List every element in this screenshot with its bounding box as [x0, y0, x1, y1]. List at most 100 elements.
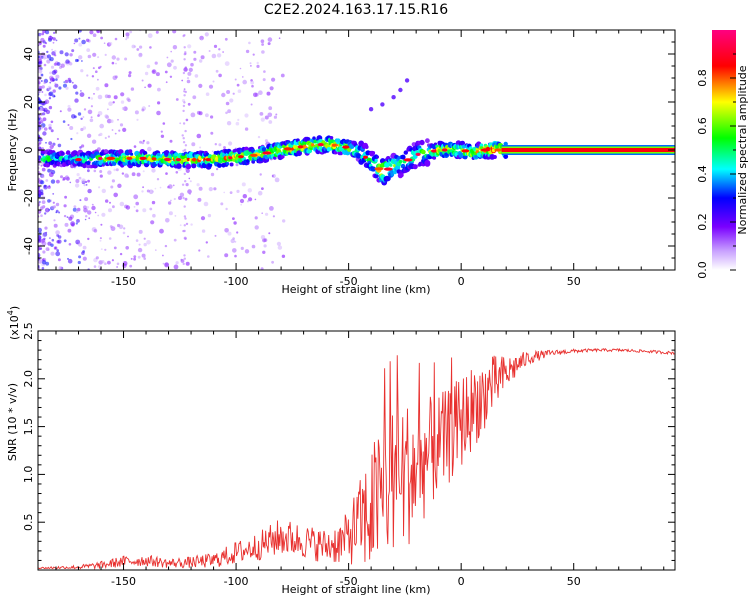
- noise-speckle: [51, 205, 55, 210]
- noise-speckle: [43, 63, 47, 67]
- noise-speckle: [182, 141, 186, 144]
- noise-speckle: [178, 196, 182, 200]
- noise-speckle: [141, 108, 145, 112]
- noise-speckle: [78, 242, 83, 247]
- noise-speckle: [104, 53, 107, 57]
- noise-speckle: [87, 109, 93, 115]
- noise-speckle: [85, 180, 88, 184]
- noise-speckle: [54, 54, 57, 57]
- noise-speckle: [182, 196, 185, 200]
- noise-speckle: [88, 96, 91, 99]
- noise-speckle: [67, 77, 71, 81]
- ridge-peak: [342, 145, 350, 149]
- noise-speckle: [167, 185, 170, 189]
- spectrogram-x-tick-label: -100: [224, 275, 249, 288]
- noise-speckle: [80, 127, 84, 132]
- ridge-peak: [461, 149, 470, 153]
- ridge-point: [156, 152, 161, 157]
- noise-speckle: [118, 129, 121, 132]
- noise-speckle: [182, 122, 186, 125]
- noise-speckle: [93, 265, 97, 268]
- noise-speckle: [82, 116, 85, 118]
- noise-speckle: [104, 262, 107, 266]
- noise-speckle: [155, 72, 160, 77]
- noise-speckle: [266, 91, 271, 96]
- noise-speckle: [147, 33, 153, 39]
- noise-speckle: [174, 215, 177, 217]
- noise-speckle: [81, 39, 86, 45]
- noise-speckle: [232, 217, 235, 221]
- noise-speckle: [41, 167, 46, 172]
- noise-speckle: [188, 177, 191, 180]
- noise-speckle: [69, 181, 72, 184]
- noise-speckle: [183, 224, 186, 227]
- noise-speckle: [112, 101, 115, 104]
- ridge-point: [174, 152, 179, 157]
- noise-speckle: [138, 243, 141, 246]
- snr-ticks: -150 -100 -50 0 50 0.5 1.0 1.5 2.0 2.5: [22, 322, 675, 588]
- noise-speckle: [215, 69, 219, 73]
- noise-speckle: [274, 177, 280, 183]
- noise-speckle: [83, 208, 88, 213]
- noise-speckle: [184, 52, 187, 55]
- noise-speckle: [185, 118, 189, 122]
- noise-speckle: [268, 120, 273, 124]
- noise-speckle: [54, 83, 59, 88]
- noise-speckle: [67, 124, 70, 126]
- ridge-peak: [250, 153, 258, 157]
- noise-speckle: [64, 222, 69, 227]
- ridge-point: [400, 154, 406, 160]
- noise-speckle: [183, 94, 186, 97]
- noise-speckle: [111, 129, 114, 131]
- noise-speckle: [185, 222, 189, 226]
- noise-speckle: [157, 101, 161, 105]
- noise-speckle: [48, 97, 52, 100]
- noise-speckle: [184, 129, 187, 133]
- ridge-point: [104, 149, 108, 154]
- noise-speckle: [138, 52, 143, 57]
- noise-speckle: [38, 186, 41, 190]
- noise-speckle: [65, 86, 69, 90]
- secondary-track-point: [391, 95, 396, 100]
- snr-y-exponent-suffix: ): [8, 306, 21, 310]
- noise-speckle: [52, 37, 56, 41]
- noise-speckle: [246, 200, 250, 203]
- ridge-point: [302, 141, 307, 146]
- ridge-point: [313, 139, 318, 144]
- ridge-point: [375, 155, 379, 159]
- noise-speckle: [168, 211, 173, 216]
- noise-speckle: [235, 163, 239, 167]
- noise-speckle: [254, 216, 258, 220]
- ridge-point: [462, 154, 468, 160]
- noise-speckle: [260, 267, 264, 270]
- noise-speckle: [114, 132, 117, 135]
- snr-x-tick-label: 0: [458, 575, 465, 588]
- noise-speckle: [277, 245, 283, 250]
- noise-speckle: [39, 247, 43, 250]
- noise-speckle: [41, 91, 44, 93]
- noise-speckle: [236, 189, 240, 193]
- noise-speckle: [141, 141, 145, 145]
- ridge-point: [306, 137, 311, 141]
- noise-speckle: [148, 189, 154, 195]
- noise-speckle: [198, 186, 203, 191]
- noise-speckle: [114, 37, 118, 41]
- noise-speckle: [189, 180, 192, 183]
- noise-speckle: [254, 225, 259, 230]
- snr-x-tick-label: 50: [567, 575, 581, 588]
- ridge-point: [393, 170, 397, 175]
- noise-speckle: [49, 58, 51, 61]
- noise-speckle: [218, 48, 221, 51]
- noise-speckle: [98, 133, 101, 137]
- noise-speckle: [183, 254, 186, 257]
- noise-speckle: [129, 30, 133, 34]
- noise-speckle: [64, 79, 69, 84]
- snr-y-tick-label: 1.5: [22, 418, 35, 436]
- noise-speckle: [136, 172, 141, 177]
- noise-speckle: [42, 234, 45, 237]
- noise-speckle: [155, 30, 159, 34]
- noise-speckle: [120, 100, 125, 104]
- noise-speckle: [127, 235, 129, 238]
- noise-speckle: [240, 246, 244, 250]
- noise-speckle: [75, 222, 78, 225]
